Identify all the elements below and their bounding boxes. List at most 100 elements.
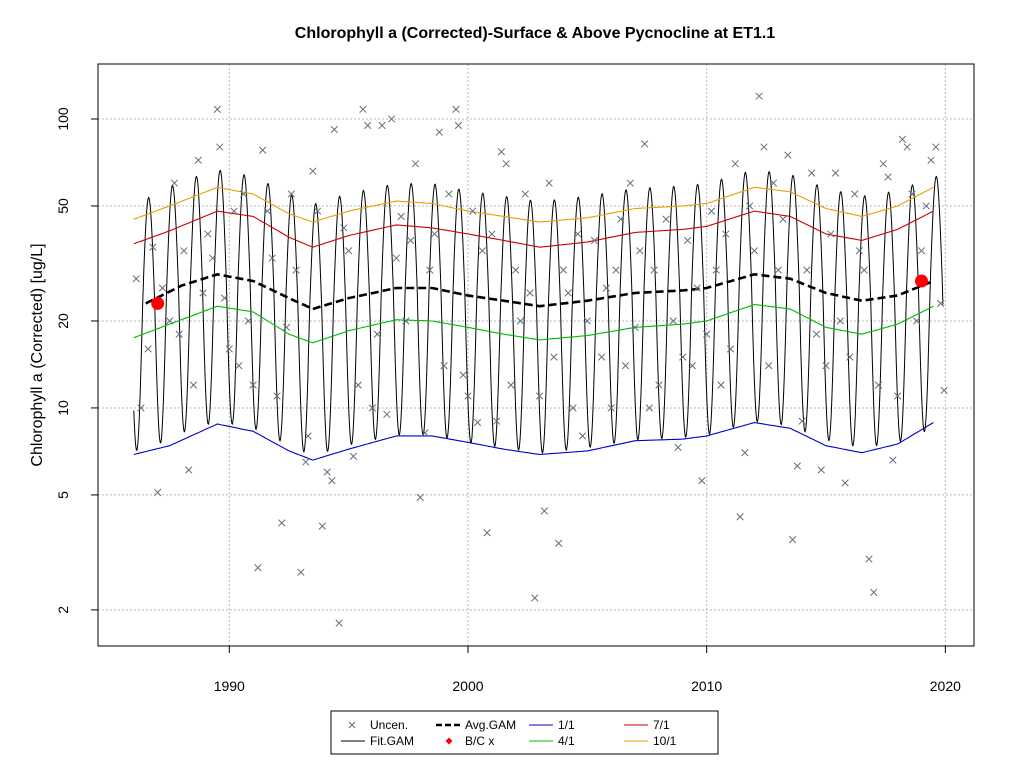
- uncen-point: [893, 392, 902, 400]
- uncen-point: [917, 247, 926, 255]
- uncen-point: [383, 410, 391, 419]
- uncen-point: [693, 284, 701, 292]
- uncen-point: [640, 140, 649, 148]
- uncen-point: [932, 143, 940, 151]
- uncen-point: [717, 381, 725, 389]
- uncen-point: [302, 458, 310, 466]
- uncen-point: [239, 190, 248, 198]
- uncen-point: [760, 143, 768, 151]
- uncen-point: [841, 479, 849, 487]
- uncen-point: [459, 371, 467, 379]
- uncen-point: [373, 330, 381, 338]
- legend-label: 4/1: [558, 734, 575, 748]
- x-tick-label: 2000: [452, 678, 483, 694]
- uncen-point: [745, 202, 754, 210]
- avg-gam-line: [145, 272, 934, 311]
- legend-uncen: Uncen.: [348, 718, 408, 732]
- uncen-point: [831, 169, 840, 177]
- uncen-point: [583, 317, 591, 325]
- uncen-point: [574, 230, 582, 238]
- uncen-point: [793, 462, 802, 470]
- y-tick-label: 10: [55, 400, 71, 416]
- uncen-point: [774, 266, 782, 274]
- uncen-point: [688, 362, 696, 370]
- uncen-point: [430, 230, 439, 238]
- uncen-point: [144, 345, 152, 353]
- uncen-point: [208, 254, 217, 262]
- uncen-point: [158, 284, 167, 292]
- uncen-point: [235, 362, 243, 370]
- uncen-point: [268, 254, 276, 262]
- uncen-point: [330, 125, 338, 134]
- uncen-point: [249, 381, 257, 389]
- plot-frame: [97, 63, 975, 647]
- legend-label: Fit.GAM: [370, 734, 414, 748]
- grid-lines: [98, 64, 974, 646]
- uncen-point: [597, 353, 606, 361]
- uncen-point: [225, 345, 233, 353]
- legend-7-1: 7/1: [624, 718, 670, 732]
- uncen-point: [244, 317, 253, 325]
- uncen-point: [679, 353, 687, 361]
- uncen-point: [454, 121, 463, 130]
- x-tick-label: 1990: [214, 678, 245, 694]
- uncen-point: [344, 247, 353, 255]
- uncen-point: [607, 404, 615, 412]
- uncen-point: [569, 404, 577, 412]
- uncen-point: [521, 190, 529, 198]
- uncen-point: [913, 317, 921, 325]
- uncen-point: [803, 266, 811, 274]
- uncen-point: [407, 236, 415, 245]
- uncen-point: [378, 121, 386, 130]
- uncen-point: [469, 207, 477, 215]
- uncen-point: [765, 362, 773, 370]
- legend-label: 7/1: [653, 718, 670, 732]
- uncen-point: [540, 507, 549, 515]
- uncen-point: [488, 230, 496, 238]
- uncen-point: [851, 190, 859, 198]
- y-tick-label: 100: [55, 107, 71, 131]
- uncen-point: [822, 362, 830, 370]
- fit-gam-line: [133, 169, 944, 454]
- uncen-point: [216, 143, 224, 151]
- uncen-point: [741, 449, 749, 457]
- uncen-point: [707, 207, 716, 215]
- uncen-point: [426, 266, 434, 274]
- uncen-point: [349, 452, 358, 460]
- uncen-point: [292, 266, 300, 274]
- uncen-point: [137, 404, 145, 412]
- uncen-point: [674, 443, 682, 452]
- legend-symbol: [348, 721, 356, 729]
- uncen-point: [531, 594, 539, 602]
- uncen-point: [662, 215, 670, 223]
- uncen-point: [132, 275, 140, 283]
- uncen-point: [464, 392, 472, 400]
- uncen-point: [846, 353, 854, 361]
- uncen-point: [836, 317, 844, 325]
- x-tick-label: 2020: [930, 678, 961, 694]
- x-tick-label: 2010: [691, 678, 722, 694]
- uncen-point: [259, 146, 267, 154]
- uncen-point: [650, 266, 658, 274]
- uncen-point: [698, 477, 706, 485]
- bc-point: [914, 274, 928, 288]
- chart-title: Chlorophyll a (Corrected)-Surface & Abov…: [295, 25, 776, 42]
- uncen-point: [559, 266, 568, 274]
- uncen-point: [304, 432, 312, 440]
- uncen-point: [368, 404, 377, 412]
- uncen-point: [478, 247, 486, 255]
- uncen-point: [165, 317, 174, 325]
- uncen-point: [512, 266, 520, 274]
- uncen-point: [817, 466, 825, 474]
- uncen-point: [180, 247, 188, 255]
- uncen-point: [318, 522, 327, 530]
- uncen-point: [731, 160, 739, 168]
- uncen-point: [230, 207, 238, 215]
- quantile-7-1-line: [133, 210, 934, 248]
- uncen-point: [199, 289, 207, 297]
- uncen-point: [189, 381, 198, 389]
- uncen-point: [755, 92, 763, 100]
- y-tick-label: 20: [55, 313, 71, 329]
- y-tick-label: 5: [55, 491, 71, 499]
- uncen-point: [940, 386, 948, 395]
